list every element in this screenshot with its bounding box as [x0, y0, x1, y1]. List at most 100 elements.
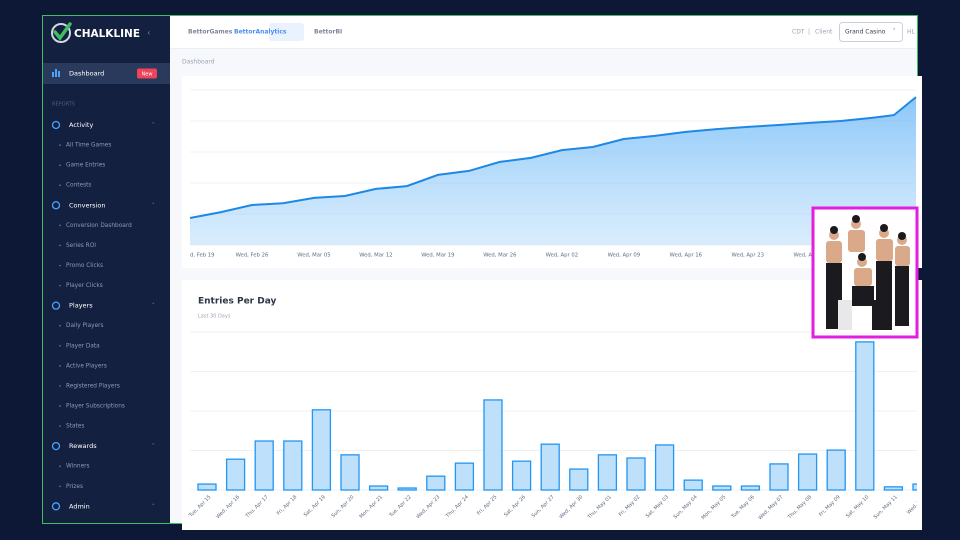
area-fill [190, 97, 916, 245]
bar [426, 475, 446, 491]
dashboard-label[interactable]: Dashboard [69, 70, 104, 78]
tab[interactable]: BettorAnalytics [234, 29, 287, 36]
item-dot [59, 244, 61, 247]
bar [511, 460, 532, 491]
section-icon [51, 301, 61, 310]
badge-text: New [142, 71, 153, 77]
photo-overlay [811, 206, 919, 339]
section-caret: ˅ [152, 202, 155, 209]
bar [569, 468, 589, 491]
client-select[interactable] [839, 22, 903, 42]
section-caret: ˅ [152, 122, 155, 129]
bar [283, 440, 303, 491]
bar [826, 449, 846, 491]
item-dot [59, 284, 61, 287]
breadcrumb: Dashboard [182, 59, 215, 66]
tab[interactable]: BettorGames [188, 29, 233, 36]
section-icon [51, 441, 61, 451]
client-label: Client [815, 29, 833, 36]
nav-item[interactable]: All Time Games [66, 143, 111, 149]
x-tick-label: Wed, Apr 30 [793, 253, 826, 259]
bar [712, 485, 732, 491]
item-dot [59, 344, 61, 347]
item-dot [59, 324, 61, 327]
section-icon [51, 120, 61, 130]
bar [311, 409, 332, 491]
item-dot [59, 405, 61, 407]
nav-item[interactable]: Conversion Dashboard [66, 223, 132, 229]
collapse-toggle[interactable]: ‹ [147, 29, 151, 39]
bar [397, 487, 417, 491]
item-dot [59, 365, 61, 367]
group-label: REPORTS [52, 102, 75, 108]
nav-item[interactable]: Series ROI [66, 243, 96, 249]
brand: CHALKLINE [74, 28, 140, 40]
select-caret: ˅ [893, 28, 896, 35]
x-tick-label: Wed, Mar 19 [421, 253, 454, 259]
nav-item[interactable]: States [66, 424, 84, 430]
nav-item[interactable]: Active Players [66, 363, 107, 369]
bar [740, 485, 761, 491]
x-tick-label: Wed, Mar 05 [297, 253, 330, 259]
nav-item[interactable]: Player Clicks [66, 283, 103, 289]
item-dot [59, 425, 61, 427]
bar [912, 483, 917, 491]
item-dot [59, 465, 61, 467]
x-tick-label: Wed, Mar 12 [359, 253, 392, 259]
section-label[interactable]: Players [69, 302, 93, 310]
item-dot [59, 164, 61, 166]
nav-item[interactable]: Game Entries [66, 163, 105, 169]
bar-card [182, 280, 922, 530]
bar [855, 341, 875, 491]
timezone: CDT [792, 29, 805, 36]
section-label[interactable]: Admin [69, 502, 90, 510]
chart-title: Entries Per Day [198, 297, 277, 307]
nav-item[interactable]: Contests [66, 183, 91, 189]
item-dot [59, 264, 61, 267]
nav-item[interactable]: Prizes [66, 484, 83, 490]
bar [454, 462, 475, 491]
item-dot [59, 224, 61, 227]
nav-item[interactable]: Player Subscriptions [66, 403, 125, 409]
bar [254, 440, 274, 491]
separator: | [808, 29, 810, 36]
section-caret: ˅ [152, 302, 155, 309]
bar [626, 457, 646, 491]
x-tick-label: Wed, Apr 02 [546, 253, 579, 259]
x-tick-label: Wed, Feb 26 [236, 253, 269, 259]
x-tick-label: Wed, Apr 16 [670, 253, 703, 259]
bar [597, 454, 618, 491]
nav-item[interactable]: Winners [66, 464, 90, 470]
bar [340, 454, 360, 491]
section-label[interactable]: Activity [69, 121, 93, 129]
user[interactable]: HL [907, 29, 916, 36]
bar [797, 453, 818, 491]
section-caret: ˅ [152, 503, 155, 510]
section-icon [51, 502, 61, 511]
chart-subtitle: Last 30 Days [198, 314, 231, 320]
bar [654, 444, 675, 491]
bar [769, 463, 789, 491]
section-label[interactable]: Rewards [69, 442, 97, 450]
badge [137, 68, 157, 79]
bar [197, 483, 217, 491]
item-dot [59, 485, 61, 488]
nav-item[interactable]: Promo Clicks [66, 263, 103, 269]
sidebar [43, 16, 170, 523]
bar [683, 479, 703, 491]
logo-icon [51, 22, 72, 43]
active-tab-bg [269, 23, 304, 41]
section-label[interactable]: Conversion [69, 201, 105, 209]
nav-item[interactable]: Player Data [66, 343, 100, 349]
nav-item[interactable]: Registered Players [66, 383, 120, 389]
x-tick-label: Wed, Apr 09 [608, 253, 641, 259]
item-dot [59, 184, 61, 187]
client-value[interactable]: Grand Casino [845, 29, 886, 36]
x-tick-label: Wed, Mar 26 [483, 253, 517, 259]
tab[interactable]: BettorBI [314, 29, 342, 36]
dashboard-row[interactable] [43, 63, 170, 84]
area-line [189, 96, 917, 219]
item-dot [59, 144, 61, 146]
nav-item[interactable]: Daily Players [66, 323, 104, 329]
